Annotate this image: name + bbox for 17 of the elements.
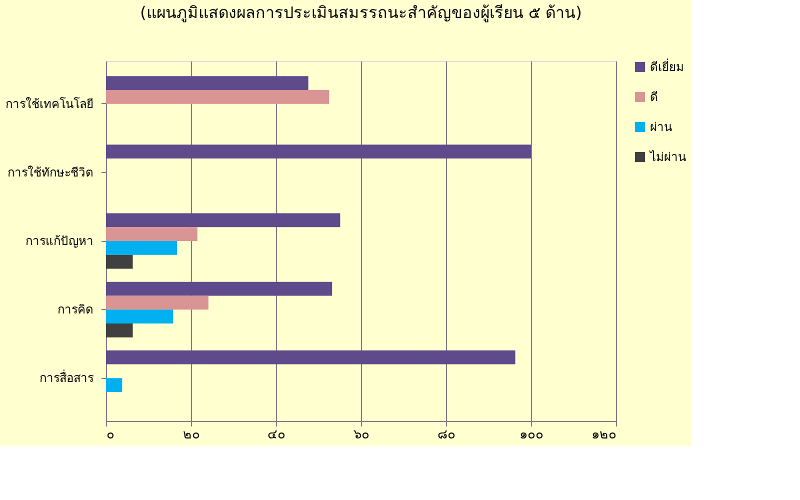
- y-tick-label: การใช้ทักษะชีวิต: [8, 165, 94, 180]
- y-tick-label: การแก้ปัญหา: [26, 234, 94, 248]
- x-tick-label: ๘๐: [438, 426, 456, 442]
- legend-label: ผ่าน: [650, 120, 672, 134]
- chart-title: (แผนภูมิแสดงผลการประเมินสมรรถนะสำคัญของผู้เรียน ๕ ด้าน): [140, 3, 582, 23]
- x-tick-label: ๑๒๐: [592, 426, 616, 442]
- x-tick-label: ๑๐๐: [520, 426, 544, 442]
- legend-label: ไม่ผ่าน: [649, 150, 686, 164]
- y-tick-label: การใช้เทคโนโลยี: [6, 96, 94, 111]
- x-tick-label: ๐: [106, 426, 114, 442]
- x-tick-label: ๔๐: [268, 426, 286, 442]
- x-tick-label: ๒๐: [183, 426, 200, 442]
- y-tick-label: การสื่อสาร: [40, 369, 94, 386]
- legend-label: ดีเยี่ยม: [650, 58, 684, 74]
- x-tick-label: ๖๐: [354, 426, 370, 442]
- y-tick-label: การคิด: [58, 302, 94, 317]
- legend-label: ดี: [650, 90, 658, 104]
